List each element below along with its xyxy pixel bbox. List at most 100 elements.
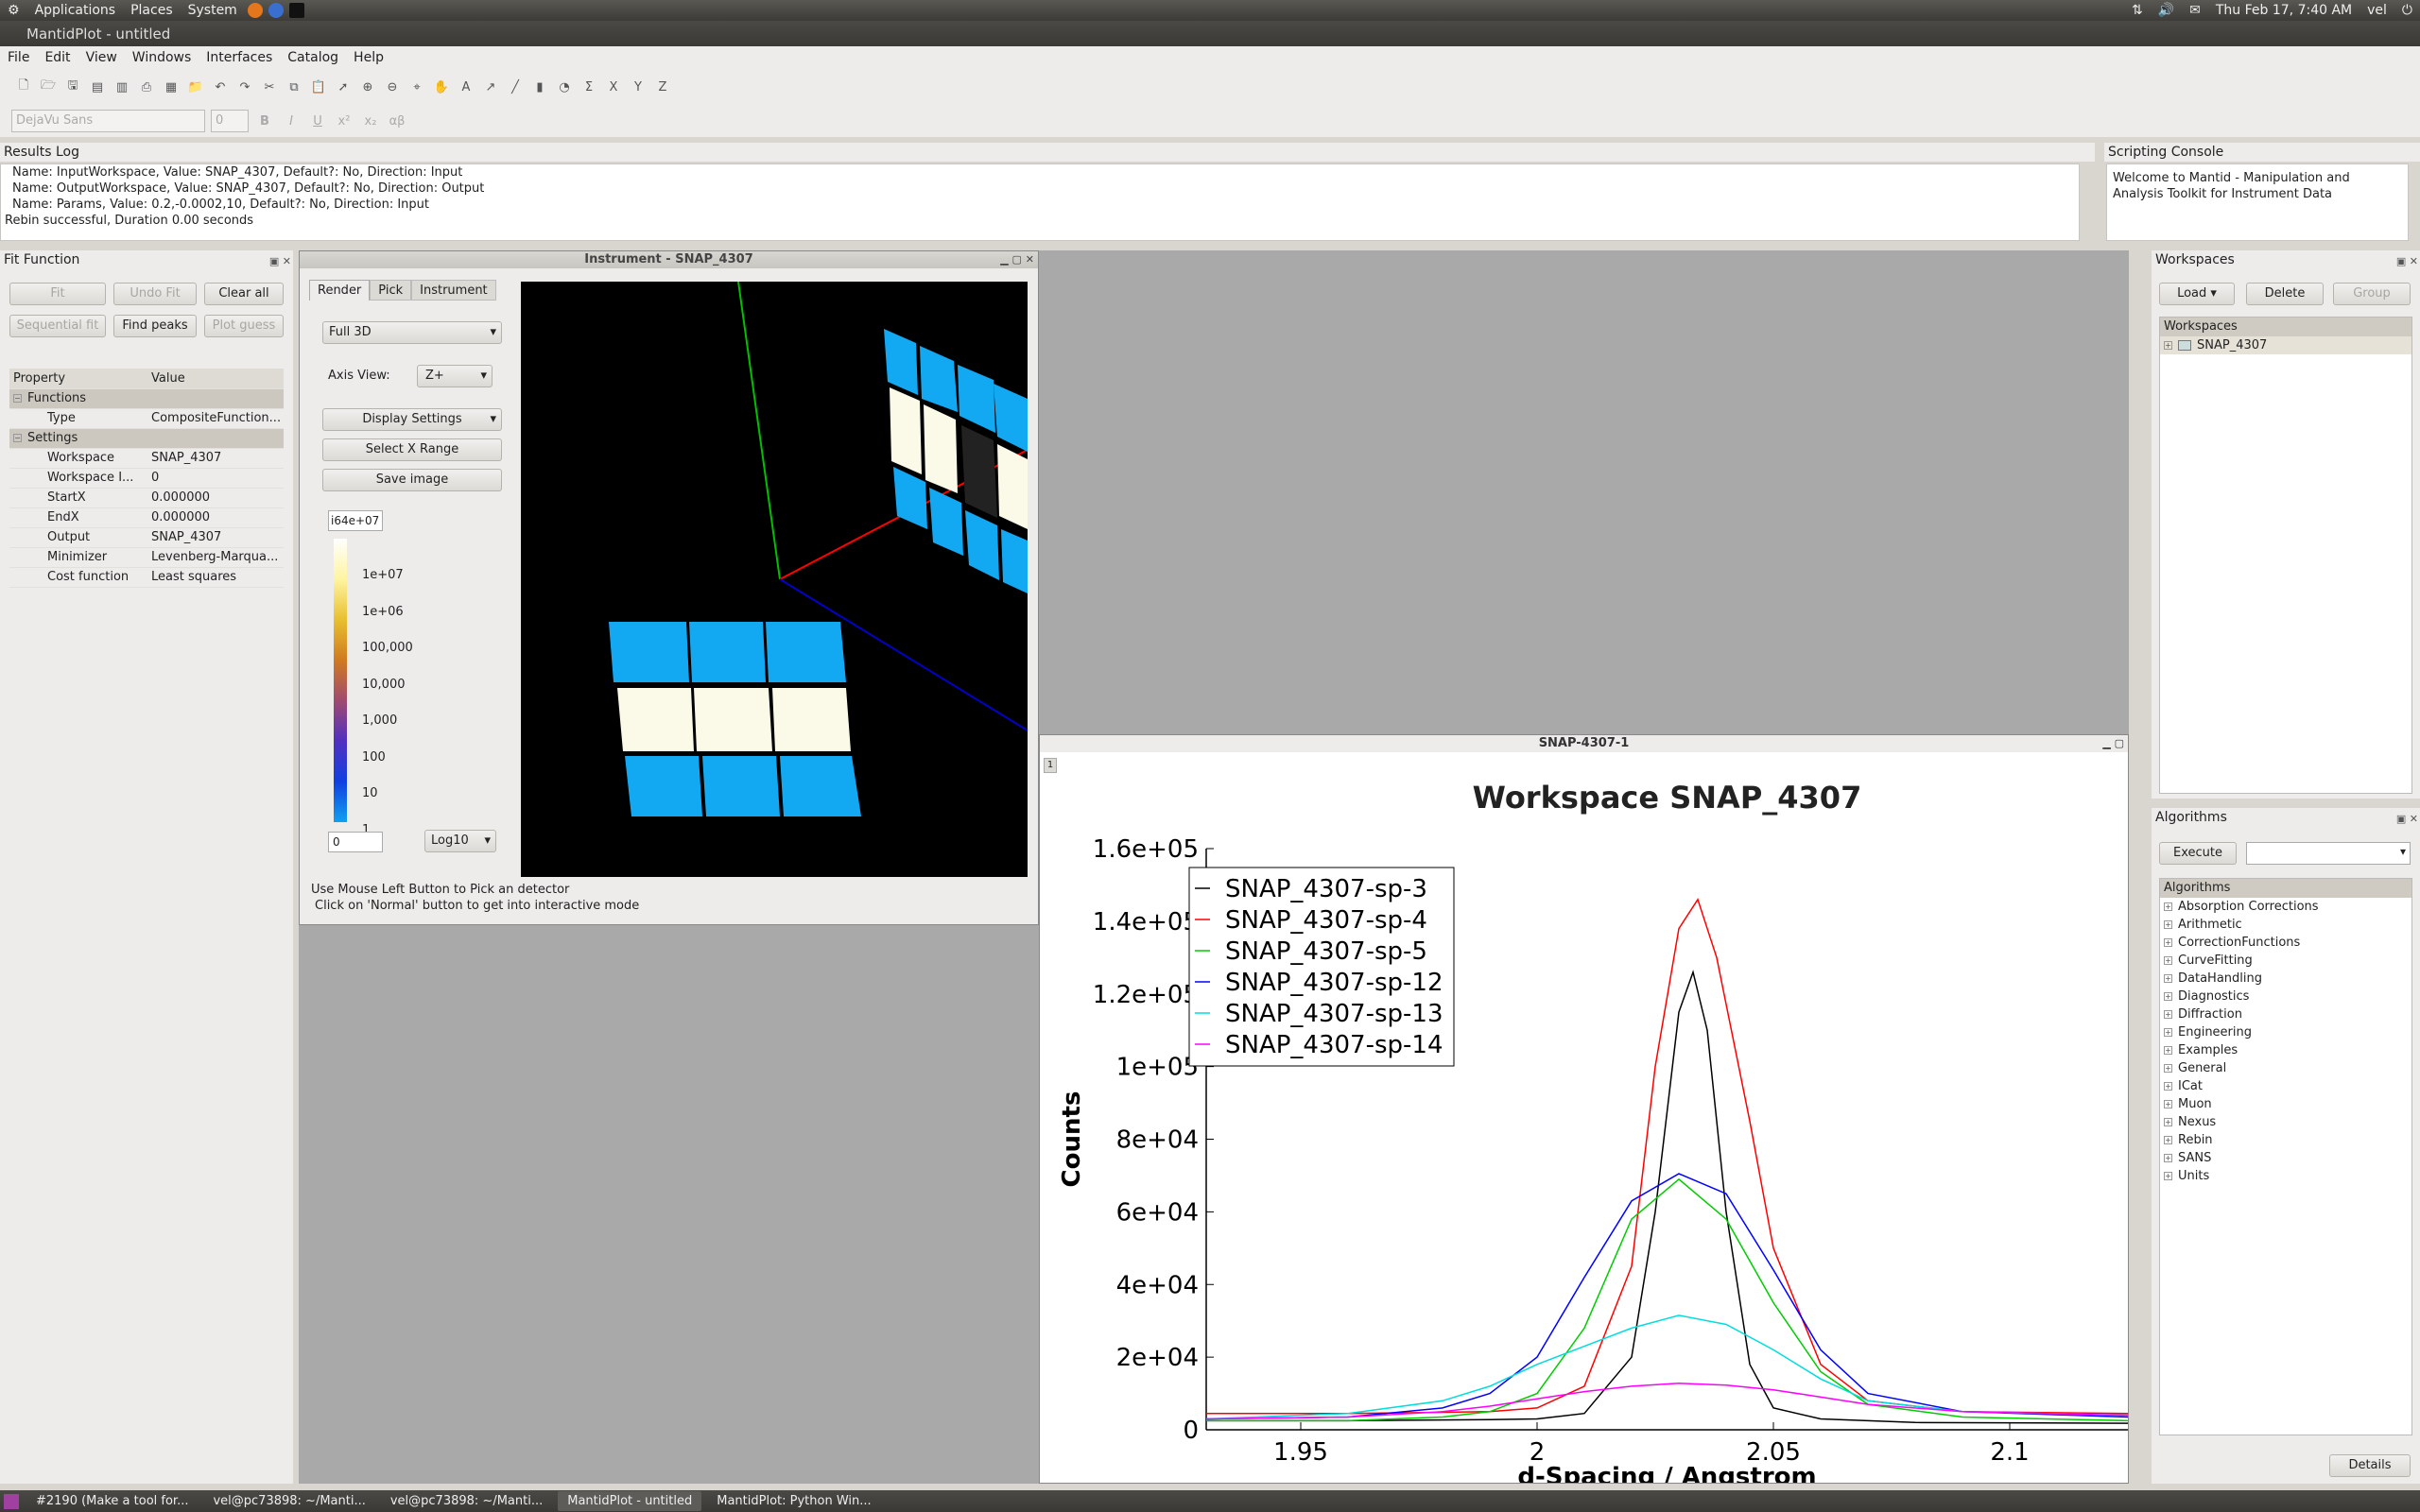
table-row[interactable]: Minimizer Levenberg-Marqua... (9, 547, 284, 568)
expand-icon[interactable]: + (2164, 1028, 2172, 1037)
help-icon[interactable] (268, 3, 284, 18)
table-row[interactable]: Cost function Least squares (9, 567, 284, 588)
display-settings-button[interactable]: Display Settings ▾ (322, 408, 502, 431)
bar-chart-icon[interactable]: ▮ (536, 79, 544, 94)
property-value[interactable]: 0.000000 (147, 488, 284, 508)
zoom-out-icon[interactable]: ⊖ (387, 79, 398, 94)
algorithm-category[interactable]: + Engineering (2160, 1023, 2411, 1041)
font-size-input[interactable]: 0 (211, 110, 249, 132)
network-icon[interactable]: ⇅ (2131, 3, 2143, 18)
applications-menu[interactable]: Applications (34, 3, 116, 18)
algorithm-category[interactable]: + Muon (2160, 1095, 2411, 1113)
menu-view[interactable]: View (85, 50, 117, 65)
menu-help[interactable]: Help (354, 50, 384, 65)
taskbar-item-firefox[interactable]: #2190 (Make a tool for... (36, 1494, 189, 1508)
tab-render[interactable]: Render (309, 280, 371, 301)
property-value[interactable]: SNAP_4307 (147, 527, 284, 548)
axis-view-select[interactable]: Z+ ▾ (417, 365, 493, 387)
algorithm-search-combo[interactable]: ▾ (2246, 842, 2411, 865)
crosshair-icon[interactable]: ⌖ (413, 79, 421, 94)
plot-guess-button[interactable]: Plot guess (204, 315, 284, 337)
execute-button[interactable]: Execute (2159, 842, 2237, 865)
render-mode-select[interactable]: Full 3D ▾ (322, 321, 502, 344)
menu-edit[interactable]: Edit (44, 50, 71, 65)
dock-close-icon[interactable]: ▣ ✕ (268, 255, 291, 267)
expand-icon[interactable]: + (2164, 920, 2172, 929)
menu-file[interactable]: File (8, 50, 30, 65)
table-row[interactable]: Workspace SNAP_4307 (9, 448, 284, 469)
bold-icon[interactable]: B (260, 113, 269, 129)
group-button[interactable]: Group (2333, 283, 2411, 305)
tab-instrument[interactable]: Instrument (411, 280, 496, 301)
expand-icon[interactable]: + (2164, 1100, 2172, 1108)
algorithm-category[interactable]: + General (2160, 1059, 2411, 1077)
details-button[interactable]: Details (2329, 1454, 2411, 1477)
algorithm-category[interactable]: + SANS (2160, 1149, 2411, 1167)
property-value[interactable]: Levenberg-Marqua... (147, 547, 284, 568)
scale-type-select[interactable]: Log10 ▾ (424, 830, 496, 852)
places-menu[interactable]: Places (130, 3, 173, 18)
superscript-icon[interactable]: x² (337, 113, 351, 129)
expand-icon[interactable]: + (2164, 974, 2172, 983)
z-axis-icon[interactable]: Z (658, 79, 667, 94)
tab-pick[interactable]: Pick (370, 280, 412, 301)
property-value[interactable]: 0 (147, 468, 284, 489)
expand-icon[interactable]: + (2164, 992, 2172, 1001)
line-tool-icon[interactable]: ╱ (511, 79, 519, 94)
volume-icon[interactable]: 🔊 (2157, 3, 2175, 18)
instrument-3d-view[interactable] (521, 282, 1028, 877)
dock-close-icon[interactable]: ▣ ✕ (2395, 255, 2418, 267)
plot-window-titlebar[interactable]: SNAP-4307-1 ▁ ▢ (1040, 735, 2128, 752)
algorithm-category[interactable]: + Units (2160, 1167, 2411, 1185)
cut-icon[interactable]: ✂ (264, 79, 275, 94)
plot-canvas[interactable]: Workspace SNAP_4307 0 2e+04 4e+04 6e+04 8e+04… (1040, 754, 2128, 1483)
paste-icon[interactable]: 📋 (310, 79, 327, 94)
expand-icon[interactable]: + (2164, 1082, 2172, 1091)
select-x-range-button[interactable]: Select X Range (322, 438, 502, 461)
algorithm-category[interactable]: + Examples (2160, 1041, 2411, 1059)
terminal-icon[interactable] (288, 3, 304, 18)
expand-icon[interactable]: + (2164, 938, 2172, 947)
menu-interfaces[interactable]: Interfaces (206, 50, 273, 65)
expand-icon[interactable]: + (2164, 1064, 2172, 1073)
table-row[interactable]: Workspace I... 0 (9, 468, 284, 489)
menu-windows[interactable]: Windows (131, 50, 192, 65)
layer-button[interactable]: 1 (1044, 758, 1057, 773)
x-axis-icon[interactable]: X (609, 79, 618, 94)
text-tool-icon[interactable]: A (461, 79, 471, 94)
load-data-icon[interactable]: ▤ (91, 79, 104, 94)
arrow-tool-icon[interactable]: ↗ (485, 79, 496, 94)
fit-button[interactable]: Fit (9, 283, 106, 305)
taskbar-item-mantidplot[interactable]: MantidPlot - untitled (558, 1491, 702, 1511)
taskbar-item-python-window[interactable]: MantidPlot: Python Win... (717, 1494, 872, 1508)
algorithm-category[interactable]: + Rebin (2160, 1131, 2411, 1149)
system-menu[interactable]: System (187, 3, 237, 18)
expand-icon[interactable]: + (2164, 1136, 2172, 1144)
y-axis-icon[interactable]: Y (634, 79, 642, 94)
pdf-icon[interactable]: ▦ (164, 79, 178, 94)
firefox-icon[interactable] (247, 3, 263, 18)
table-row[interactable]: EndX 0.000000 (9, 507, 284, 528)
open-project-icon[interactable]: 🗁 (40, 78, 57, 93)
table-row[interactable]: Output SNAP_4307 (9, 527, 284, 548)
expand-icon[interactable]: + (2164, 1172, 2172, 1180)
sigma-icon[interactable]: Σ (584, 79, 594, 94)
print-icon[interactable]: ⎙ (141, 79, 152, 94)
expand-icon[interactable]: + (2164, 1118, 2172, 1126)
subscript-icon[interactable]: x₂ (364, 113, 377, 129)
pie-chart-icon[interactable]: ◔ (559, 79, 570, 94)
mail-icon[interactable]: ✉ (2189, 3, 2201, 18)
scripting-console-text[interactable]: Welcome to Mantid - Manipulation and Ana… (2106, 163, 2409, 241)
algorithm-category[interactable]: + Arithmetic (2160, 916, 2411, 934)
greek-icon[interactable]: αβ (389, 113, 406, 129)
user-menu[interactable]: vel (2367, 3, 2387, 18)
clear-all-button[interactable]: Clear all (204, 283, 284, 305)
algorithm-category[interactable]: + CorrectionFunctions (2160, 934, 2411, 952)
algorithm-category[interactable]: + Absorption Corrections (2160, 898, 2411, 916)
find-peaks-button[interactable]: Find peaks (113, 315, 197, 337)
color-max-input[interactable]: i64e+07 (328, 510, 383, 531)
dock-close-icon[interactable]: ▣ ✕ (2395, 813, 2418, 825)
gnome-logo-icon[interactable]: ⚙ (8, 3, 20, 18)
algorithm-category[interactable]: + Nexus (2160, 1113, 2411, 1131)
save-image-button[interactable]: Save image (322, 469, 502, 491)
